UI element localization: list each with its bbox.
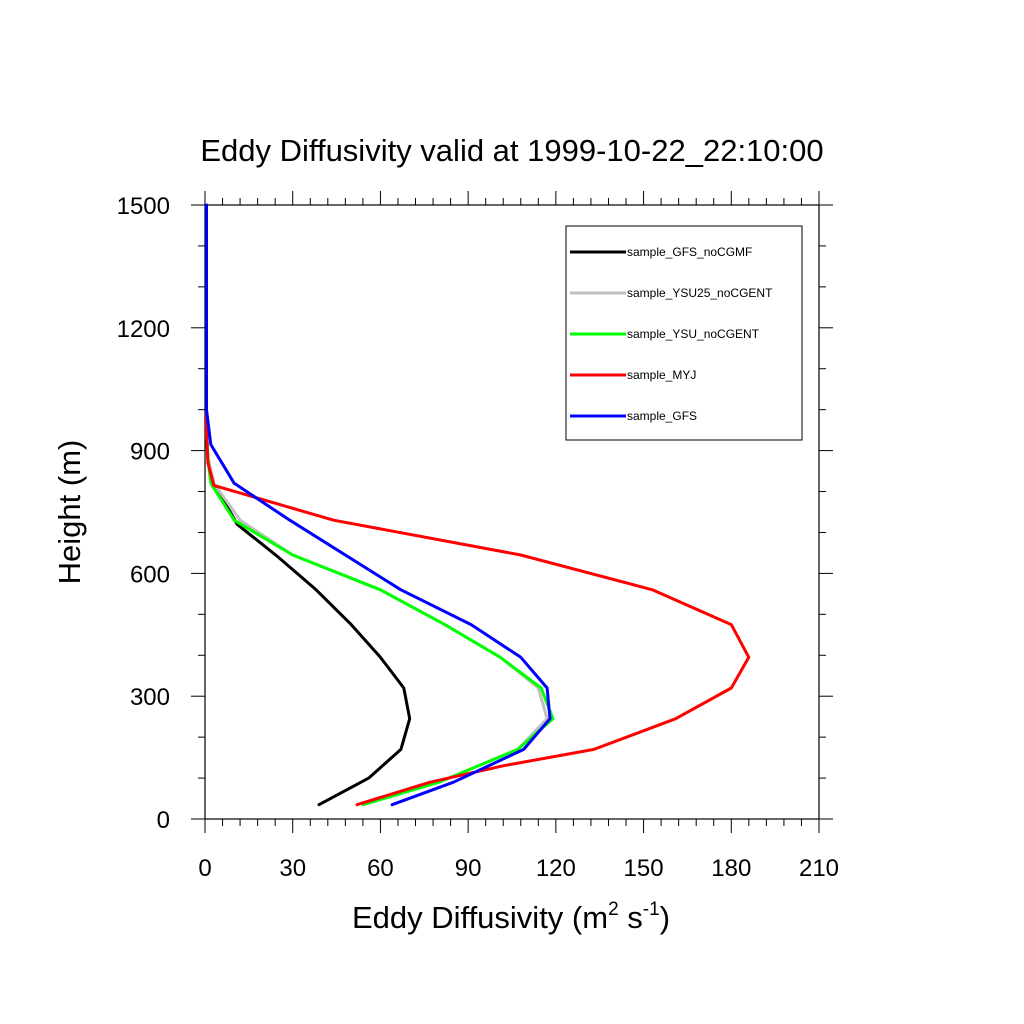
series-line-sample-gfs-nocgmf <box>205 203 412 807</box>
y-tick-label: 0 <box>157 807 170 834</box>
series-line-sample-ysu-nocgent <box>205 203 555 807</box>
x-tick-label: 120 <box>536 855 576 882</box>
plot-area <box>204 204 820 820</box>
x-tick-label: 150 <box>624 855 664 882</box>
legend-label: sample_GFS <box>627 409 697 423</box>
y-tick-labels: 0 300 600 900 1200 1500 <box>117 193 170 834</box>
x-tick-label: 60 <box>367 855 394 882</box>
x-axis-label-sup2: -1 <box>643 899 660 920</box>
x-tick-label: 210 <box>799 855 839 882</box>
y-tick-label: 1500 <box>117 193 170 220</box>
data-series <box>205 203 751 807</box>
series-line-sample-ysu25-nocgent <box>205 203 549 807</box>
y-axis-label: Height (m) <box>52 440 87 585</box>
x-tick-label: 90 <box>455 855 482 882</box>
legend: sample_GFS_noCGMF sample_YSU25_noCGENTsam… <box>565 225 803 441</box>
axis-ticks <box>191 191 833 833</box>
x-tick-label: 180 <box>711 855 751 882</box>
series-line-sample-gfs <box>205 203 552 807</box>
legend-label: sample_YSU_noCGENT <box>627 327 760 341</box>
y-tick-label: 300 <box>130 684 170 711</box>
plot-frame <box>204 204 820 820</box>
x-axis-label-end: ) <box>660 900 670 935</box>
x-axis-label-sup1: 2 <box>608 899 619 920</box>
x-tick-label: 0 <box>198 855 211 882</box>
y-tick-label: 900 <box>130 439 170 466</box>
x-tick-labels: 0 30 60 90 120 150 180 210 <box>198 855 839 882</box>
x-tick-label: 30 <box>279 855 306 882</box>
x-axis-label-mid: s <box>619 900 643 935</box>
x-axis-label-main: Eddy Diffusivity (m <box>352 900 608 935</box>
y-tick-label: 600 <box>130 561 170 588</box>
chart-title: Eddy Diffusivity valid at 1999-10-22_22:… <box>200 133 823 168</box>
legend-label: sample_YSU25_noCGENT <box>627 286 773 300</box>
y-tick-label: 1200 <box>117 316 170 343</box>
x-axis-label: Eddy Diffusivity (m2 s-1) <box>352 899 670 935</box>
legend-label: sample_GFS_noCGMF <box>627 245 752 259</box>
legend-label: sample_MYJ <box>627 368 696 382</box>
